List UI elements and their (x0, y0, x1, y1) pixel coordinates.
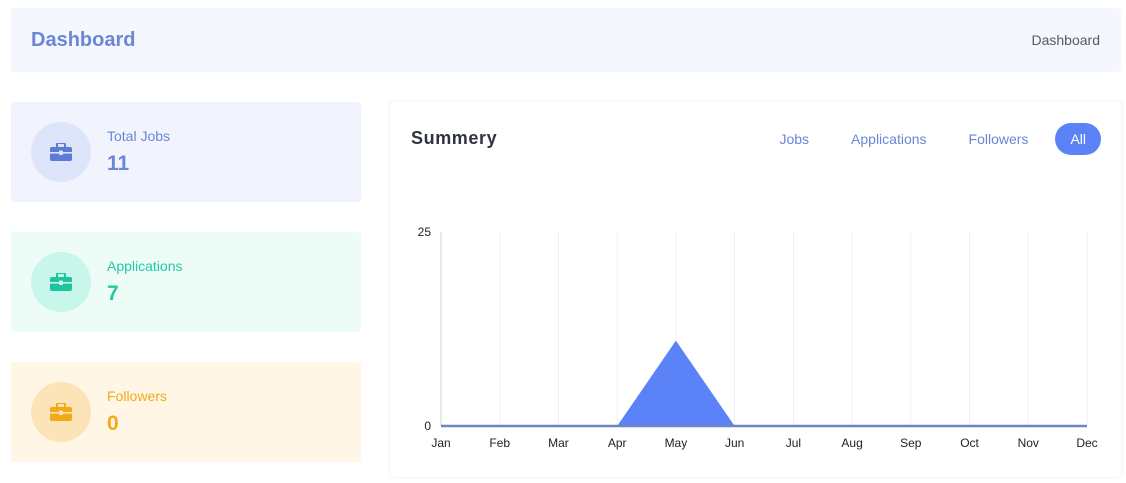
x-tick-label: Nov (1018, 436, 1039, 450)
x-tick-label: Aug (841, 436, 862, 450)
filter-applications-button[interactable]: Applications (851, 123, 927, 155)
filter-all-button[interactable]: All (1055, 123, 1101, 155)
briefcase-icon (31, 382, 91, 442)
stat-value: 11 (107, 152, 130, 175)
x-tick-label: Dec (1076, 436, 1097, 450)
x-tick-label: Oct (960, 436, 979, 450)
page-header: Dashboard Dashboard (11, 8, 1121, 72)
stat-label: Applications (107, 258, 183, 274)
followers-card: Followers 0 (11, 362, 361, 462)
x-tick-label: May (665, 436, 688, 450)
filter-jobs-button[interactable]: Jobs (779, 123, 809, 155)
area-series (441, 340, 1087, 426)
y-tick-label: 0 (424, 419, 431, 433)
briefcase-icon (31, 252, 91, 312)
briefcase-icon (31, 122, 91, 182)
summary-chart: 0 25 Jan Feb Mar Apr May Jun Jul Aug Sep Oct Nov Dec (418, 225, 1098, 450)
x-tick-label: Mar (548, 436, 569, 450)
summary-filters: Jobs Applications Followers All (779, 123, 1101, 155)
stat-value: 7 (107, 282, 119, 305)
breadcrumb[interactable]: Dashboard (1031, 32, 1101, 48)
summary-panel: Summery Jobs Applications Followers All … (391, 102, 1121, 477)
summary-title: Summery (411, 128, 498, 148)
x-tick-label: Jan (431, 436, 450, 450)
x-tick-label: Sep (900, 436, 922, 450)
filter-followers-button[interactable]: Followers (969, 123, 1029, 155)
x-tick-label: Jul (786, 436, 801, 450)
stat-value: 0 (107, 412, 119, 435)
stat-label: Followers (107, 388, 167, 404)
y-tick-label: 25 (418, 225, 432, 239)
x-tick-label: Feb (489, 436, 510, 450)
page-title: Dashboard (31, 28, 136, 51)
stat-label: Total Jobs (107, 128, 171, 144)
applications-card: Applications 7 (11, 232, 361, 332)
x-tick-label: Jun (725, 436, 744, 450)
x-tick-label: Apr (608, 436, 627, 450)
total-jobs-card: Total Jobs 11 (11, 102, 361, 202)
